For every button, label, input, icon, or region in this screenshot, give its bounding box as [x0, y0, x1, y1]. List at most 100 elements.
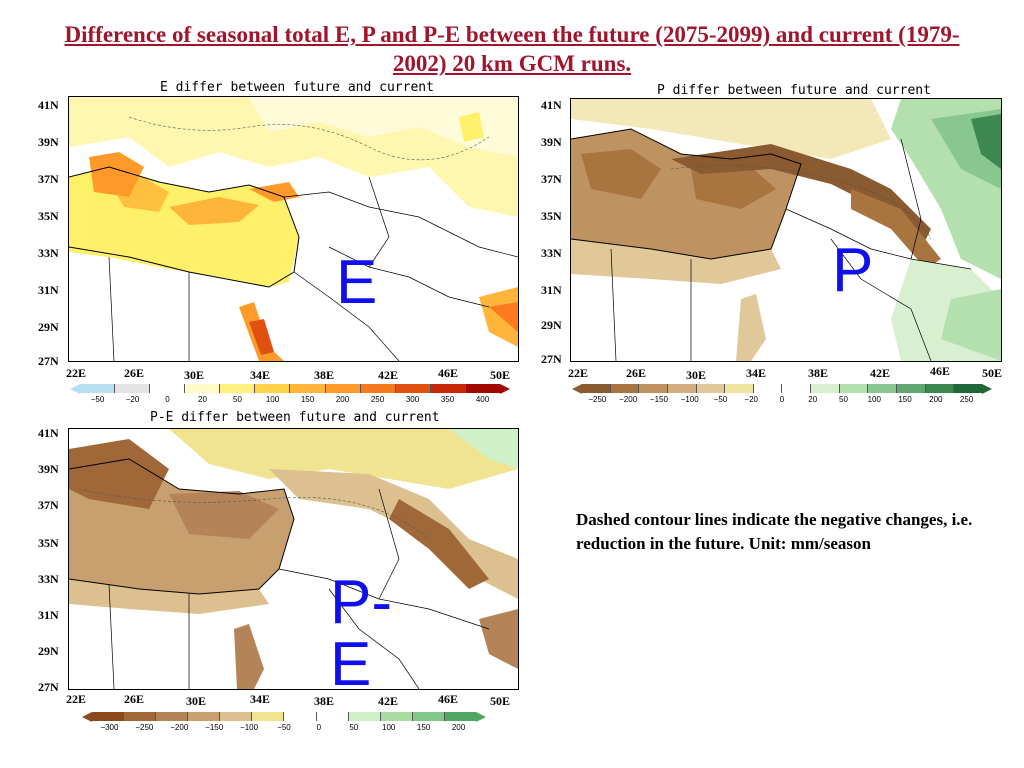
colorbar-swatch [868, 384, 898, 393]
colorbar-swatch [150, 384, 186, 393]
colorbar-tick-label: −150 [205, 723, 224, 732]
colorbar-tick-label: 0 [316, 723, 322, 732]
colorbar-tick-label: −300 [100, 723, 119, 732]
lon-label: 22E [568, 366, 589, 380]
lat-label: 27N [38, 680, 59, 694]
colorbar-tick-label: 20 [808, 395, 818, 404]
pe-map [68, 428, 519, 690]
colorbar-tick-label: −50 [90, 395, 105, 404]
colorbar-swatch [188, 712, 221, 721]
colorbar-tick-label: 150 [416, 723, 431, 732]
colorbar-swatch [725, 384, 754, 393]
p-map [570, 98, 1002, 362]
lat-label: 29N [541, 318, 562, 332]
colorbar-tick-label: −50 [713, 395, 728, 404]
colorbar-swatch [220, 712, 253, 721]
colorbar-tick-label: −250 [588, 395, 607, 404]
colorbar-tick-label: 50 [839, 395, 848, 404]
colorbar-swatch [185, 384, 221, 393]
colorbar-swatch [925, 384, 955, 393]
colorbar-tick-label: 150 [898, 395, 912, 404]
colorbar-swatch [811, 384, 840, 393]
p-colorbar-left-arrow [572, 384, 582, 394]
colorbar-swatch [782, 384, 812, 393]
lon-label: 22E [66, 366, 87, 380]
colorbar-tick-label: −100 [240, 723, 259, 732]
lon-label: 26E [124, 366, 145, 380]
colorbar-tick-label: −20 [125, 395, 140, 404]
lon-label: 38E [314, 368, 335, 382]
colorbar-tick-label: −200 [619, 395, 638, 404]
colorbar-swatch [954, 384, 982, 393]
lon-label: 46E [930, 364, 951, 378]
lat-label: 39N [38, 135, 59, 149]
e-map [68, 96, 519, 362]
pe-map-label: P-E [330, 568, 392, 699]
colorbar-tick-label: 200 [335, 395, 350, 404]
lat-label: 29N [38, 320, 59, 334]
e-map-graphic [69, 97, 518, 361]
lat-label: 41N [38, 98, 59, 112]
colorbar-swatch [444, 712, 476, 721]
e-panel-title: E differ between future and current [160, 80, 434, 95]
lat-label: 31N [541, 283, 562, 297]
colorbar-swatch [316, 712, 349, 721]
colorbar-swatch [290, 384, 326, 393]
p-colorbar-bands [582, 384, 982, 393]
colorbar-swatch [696, 384, 726, 393]
colorbar-swatch [115, 384, 151, 393]
pe-colorbar-right-arrow [476, 712, 486, 722]
e-colorbar-labels: −50 −20 0 20 50 100 150 200 250 300 350 400 [80, 395, 500, 404]
p-colorbar-labels: −250 −200 −150 −100 −50 −20 0 20 50 100 150 200 250 [582, 395, 982, 404]
colorbar-swatch [80, 384, 116, 393]
lat-label: 35N [38, 536, 59, 550]
lon-label: 34E [746, 366, 767, 380]
colorbar-swatch [252, 712, 285, 721]
colorbar-tick-label: −200 [170, 723, 189, 732]
lat-label: 37N [38, 172, 59, 186]
colorbar-swatch [610, 384, 640, 393]
colorbar-swatch [897, 384, 926, 393]
e-colorbar-right-arrow [500, 384, 510, 394]
page-title: Difference of seasonal total E, P and P-… [64, 22, 960, 76]
colorbar-tick-label: 100 [867, 395, 881, 404]
p-colorbar-right-arrow [982, 384, 992, 394]
lat-label: 31N [38, 283, 59, 297]
pe-panel-title: P-E differ between future and current [150, 410, 440, 425]
colorbar-swatch [360, 384, 396, 393]
colorbar-tick-label: 250 [370, 395, 385, 404]
colorbar-tick-label: 100 [382, 723, 396, 732]
colorbar-swatch [753, 384, 783, 393]
colorbar-tick-label: 50 [349, 723, 359, 732]
lon-label: 38E [808, 366, 829, 380]
lon-label: 26E [626, 366, 647, 380]
colorbar-tick-label: 350 [440, 395, 455, 404]
colorbar-swatch [380, 712, 413, 721]
lon-label: 30E [186, 694, 207, 708]
colorbar-tick-label: −50 [277, 723, 291, 732]
lat-label: 33N [541, 246, 562, 260]
lon-label: 42E [870, 366, 891, 380]
colorbar-swatch [348, 712, 381, 721]
p-map-graphic [571, 99, 1001, 361]
colorbar-swatch [465, 384, 500, 393]
colorbar-tick-label: −250 [135, 723, 154, 732]
colorbar-swatch [156, 712, 189, 721]
colorbar-tick-label: −20 [744, 395, 758, 404]
colorbar-swatch [839, 384, 869, 393]
colorbar-swatch [395, 384, 431, 393]
lat-label: 29N [38, 644, 59, 658]
colorbar-tick-label: 50 [233, 395, 242, 404]
lon-label: 34E [250, 692, 271, 706]
lon-label: 38E [314, 694, 335, 708]
lon-label: 46E [438, 366, 459, 380]
p-map-label: P [832, 236, 874, 305]
colorbar-tick-label: 20 [198, 395, 207, 404]
lat-label: 33N [38, 572, 59, 586]
colorbar-swatch [639, 384, 668, 393]
pe-map-graphic [69, 429, 518, 689]
colorbar-tick-label: 400 [475, 395, 490, 404]
pe-colorbar-bands [92, 712, 476, 721]
lat-label: 39N [38, 462, 59, 476]
colorbar-swatch [582, 384, 611, 393]
